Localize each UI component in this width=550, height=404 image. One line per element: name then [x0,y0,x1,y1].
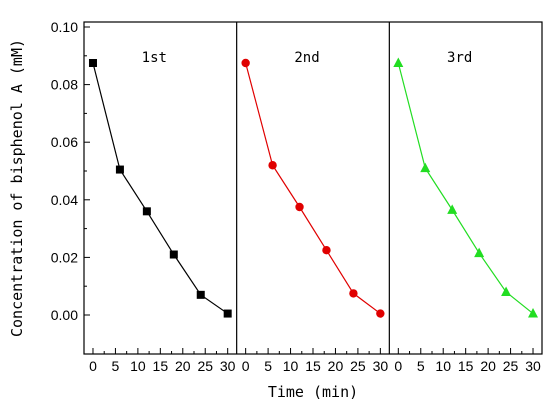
data-point [241,58,250,68]
x-tick-label: 20 [328,358,344,374]
data-point [115,165,124,174]
data-point [322,246,331,255]
data-point [393,57,404,67]
x-tick-label: 0 [394,358,402,374]
y-tick-label: 0.08 [51,77,78,93]
data-point [88,59,97,67]
x-tick-label: 15 [458,358,474,374]
x-axis-title: Time (min) [268,383,358,401]
x-tick-label: 15 [305,358,321,374]
x-tick-label: 5 [112,358,120,374]
panel-label: 3rd [447,50,472,66]
x-tick-label: 25 [503,358,519,374]
data-point [376,309,385,318]
data-point [268,161,277,170]
y-tick-label: 0.04 [51,192,78,208]
panel-label: 1st [142,50,167,66]
x-tick-label: 15 [153,358,169,374]
series-line-2nd [245,62,381,315]
plot-frame [83,21,543,355]
data-point [420,162,431,173]
x-tick-label: 10 [130,358,146,374]
y-axis: 0.00 0.02 0.04 0.06 0.08 0.10 [51,19,90,323]
data-point [142,207,151,216]
panels: 1st 2nd 3rd [88,22,539,354]
panel-label: 2nd [294,50,319,66]
x-tick-label: 20 [480,358,496,374]
x-tick-label: 30 [373,358,389,374]
x-tick-label: 25 [197,358,213,374]
data-point [223,309,232,318]
y-axis-title: Concentration of bisphenol A (mM) [8,39,26,337]
data-point [501,286,512,296]
x-tick-label: 5 [417,358,425,374]
x-tick-label: 10 [435,358,451,374]
data-point [169,250,178,259]
x-tick-label: 30 [220,358,236,374]
series-line-3rd [397,62,534,315]
data-point [528,308,539,318]
x-tick-label: 10 [283,358,299,374]
x-tick-label: 20 [175,358,191,374]
data-point [349,289,358,298]
y-tick-label: 0.02 [51,249,78,265]
data-point [447,204,458,214]
y-tick-label: 0.00 [51,307,78,323]
data-point [196,290,205,299]
x-tick-label: 25 [350,358,366,374]
data-point [474,247,485,258]
x-tick-label: 30 [525,358,541,374]
series-line-1st [92,62,229,315]
y-tick-label: 0.10 [51,19,78,35]
x-axis: 0 5 10 15 20 25 30 0 5 10 15 20 25 30 0 5 10 15 20 25 30 [89,348,541,374]
x-tick-label: 0 [89,358,97,374]
data-point [295,202,304,212]
x-tick-label: 5 [264,358,272,374]
y-tick-label: 0.06 [51,134,78,150]
x-tick-label: 0 [242,358,250,374]
